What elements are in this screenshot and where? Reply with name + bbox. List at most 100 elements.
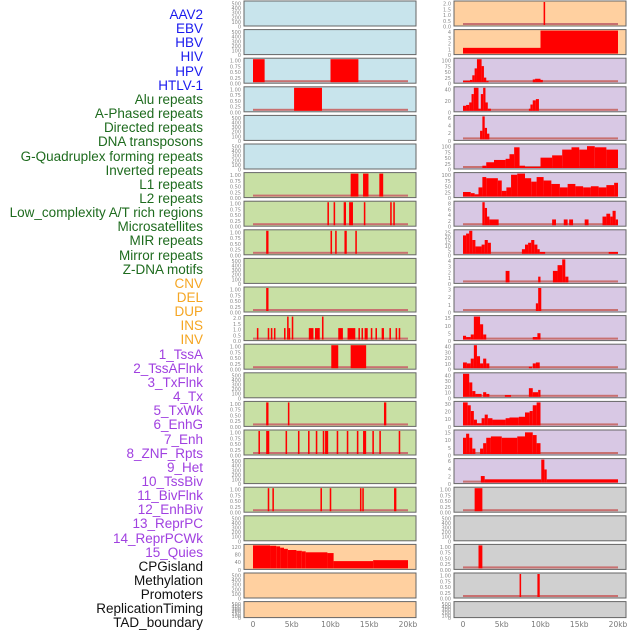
- y-tick-label: 0.25: [440, 591, 451, 597]
- data-bar: [517, 436, 525, 454]
- y-tick-label: 0.5: [233, 333, 241, 339]
- track-label: ReplicationTiming: [96, 601, 203, 617]
- track-label: DNA transposons: [97, 134, 203, 150]
- y-tick-label: 30: [445, 402, 451, 408]
- data-bar: [472, 391, 476, 397]
- data-bar: [272, 488, 274, 512]
- panel-background: [453, 601, 627, 619]
- track-label: AAV2: [169, 7, 203, 22]
- data-bar: [469, 230, 473, 254]
- data-bar: [381, 328, 384, 340]
- data-bar: [466, 337, 471, 340]
- y-tick-label: 5: [448, 249, 451, 255]
- panel-background: [243, 257, 417, 284]
- y-tick-label: 0: [238, 539, 241, 545]
- data-bar: [463, 335, 467, 340]
- data-bar: [318, 328, 320, 340]
- data-bar: [517, 173, 525, 197]
- data-bar: [473, 419, 477, 426]
- data-bar: [501, 437, 518, 454]
- y-tick-label: 0.75: [230, 207, 241, 213]
- data-bar: [359, 488, 362, 512]
- y-tick-label: 40: [445, 373, 451, 379]
- y-tick-label: 0.50: [230, 70, 241, 76]
- y-tick-label: 0: [238, 396, 241, 402]
- y-tick-label: 20: [445, 99, 451, 105]
- y-tick-label: 0: [238, 568, 241, 574]
- y-tick-label: 0: [448, 482, 451, 488]
- data-bar: [480, 94, 484, 111]
- data-bar: [487, 216, 490, 226]
- data-bar: [486, 437, 491, 454]
- y-tick-label: 1.00: [230, 59, 241, 65]
- data-bar: [505, 158, 510, 168]
- data-bar: [525, 178, 532, 197]
- track-label: HIV: [180, 49, 203, 65]
- data-bar: [270, 328, 273, 340]
- y-tick-label: 500: [231, 373, 241, 379]
- data-bar: [484, 479, 542, 483]
- y-tick-label: 0.50: [440, 556, 451, 562]
- data-bar: [315, 328, 320, 340]
- data-bar: [546, 479, 618, 483]
- y-tick-label: 0.00: [440, 568, 451, 574]
- y-tick-label: 1.00: [230, 488, 241, 494]
- track-label: 11_BivFlnk: [137, 488, 203, 504]
- x-tick-label: 10kb: [531, 620, 550, 629]
- y-tick-label: 50: [445, 156, 451, 162]
- data-bar: [473, 316, 481, 340]
- baseline: [253, 337, 408, 340]
- y-tick-label: 0.50: [230, 242, 241, 248]
- y-tick-label: 2.0: [443, 2, 451, 8]
- y-tick-label: 5: [448, 331, 451, 337]
- track-label: 2_TssAFlnk: [133, 360, 203, 376]
- track-label: 9_Het: [166, 459, 203, 475]
- data-bar: [504, 395, 512, 397]
- y-tick-label: 0: [238, 482, 241, 488]
- y-tick-label: 400: [231, 378, 241, 384]
- track-label: L2 repeats: [139, 190, 203, 206]
- data-bar: [487, 242, 491, 254]
- panel-background: [453, 257, 627, 284]
- y-tick-label: 0.00: [230, 82, 241, 88]
- y-tick-label: 0: [448, 168, 451, 174]
- y-tick-label: 30: [445, 379, 451, 385]
- data-bar: [475, 393, 482, 397]
- y-tick-label: 0.00: [230, 454, 241, 460]
- data-bar: [567, 183, 576, 197]
- data-bar: [469, 437, 473, 454]
- data-bar: [356, 431, 359, 454]
- data-bar: [482, 116, 485, 140]
- y-tick-label: 300: [441, 526, 451, 532]
- x-tick-label: 20kb: [399, 620, 418, 629]
- baseline: [253, 194, 408, 197]
- y-tick-label: 300: [231, 268, 241, 274]
- y-tick-label: 2: [448, 219, 451, 225]
- data-bar: [470, 358, 474, 369]
- data-bar: [480, 476, 485, 483]
- data-bar: [483, 77, 487, 83]
- panel-background: [453, 572, 627, 599]
- y-tick-label: 200: [441, 611, 451, 617]
- data-bar: [333, 561, 374, 569]
- y-tick-label: 500: [231, 145, 241, 151]
- y-tick-label: 1.00: [440, 574, 451, 580]
- y-tick-label: 20: [445, 235, 451, 241]
- y-tick-label: 0: [448, 425, 451, 431]
- data-bar: [537, 333, 541, 340]
- track-label: Microsatellites: [117, 219, 203, 235]
- y-tick-label: 100: [231, 134, 241, 140]
- y-tick-label: 1.00: [230, 402, 241, 408]
- data-bar: [486, 178, 498, 197]
- y-tick-label: 15: [445, 316, 451, 322]
- y-tick-label: 500: [441, 516, 451, 522]
- data-bar: [484, 207, 488, 226]
- track-label: HBV: [175, 35, 203, 51]
- panel-background: [243, 372, 417, 399]
- data-bar: [476, 356, 481, 369]
- data-bar: [379, 173, 384, 197]
- track-label: INV: [180, 332, 203, 348]
- data-bar: [606, 185, 615, 197]
- y-tick-label: 400: [441, 521, 451, 527]
- data-bar: [463, 47, 541, 54]
